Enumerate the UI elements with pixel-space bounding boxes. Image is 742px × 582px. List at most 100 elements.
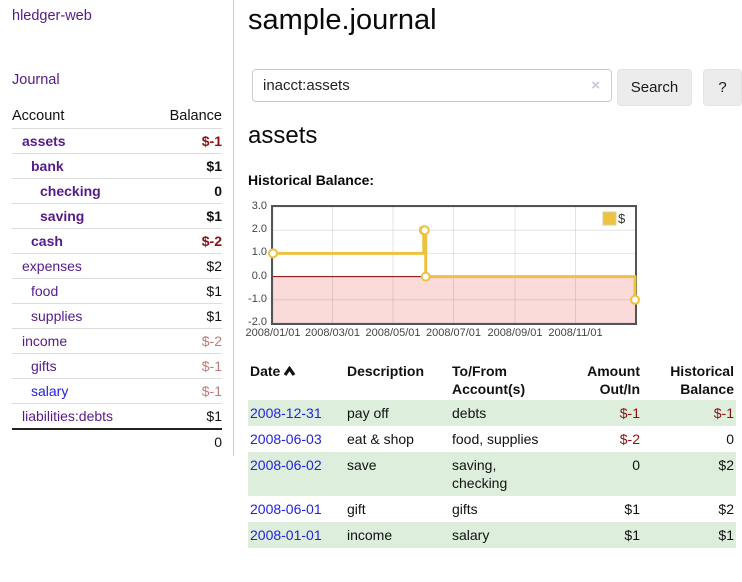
transaction-row[interactable]: 2008-06-02 save saving, checking 0 $2	[248, 452, 736, 496]
y-tick-label: -1.0	[248, 292, 267, 305]
search-form: × Search ?	[252, 69, 742, 106]
sort-ascending-icon	[283, 363, 296, 381]
accounts-col-balance: Balance	[169, 108, 222, 124]
transaction-amount: $1	[624, 527, 640, 543]
account-row: salary $-1	[12, 378, 222, 404]
brand-link[interactable]: hledger-web	[12, 8, 92, 24]
transaction-row[interactable]: 2008-06-01 gift gifts $1 $2	[248, 496, 736, 522]
account-balance: $1	[206, 158, 222, 174]
transaction-description: pay off	[347, 405, 389, 421]
help-button[interactable]: ?	[703, 69, 742, 106]
account-link[interactable]: liabilities:debts	[22, 408, 114, 424]
register-header-row: Date Description To/From Account(s) Amou…	[248, 360, 736, 400]
transaction-accounts: salary	[452, 527, 490, 543]
account-row: gifts $-1	[12, 353, 222, 379]
transaction-balance: $1	[718, 527, 734, 543]
transaction-balance: 0	[726, 431, 734, 447]
y-tick-label: 0.0	[251, 269, 267, 282]
account-link[interactable]: food	[31, 283, 59, 299]
account-balance: $1	[206, 208, 222, 224]
chart-plot-area: $	[268, 205, 640, 325]
chart-title: Historical Balance:	[248, 172, 375, 188]
transaction-accounts: gifts	[452, 501, 478, 517]
account-row: saving $1	[12, 203, 222, 229]
account-balance: $1	[206, 283, 222, 299]
transaction-balance: $2	[718, 501, 734, 517]
x-tick-label: 2008/03/01	[304, 327, 361, 339]
transaction-description: income	[347, 527, 393, 543]
account-balance: $-1	[201, 133, 222, 149]
account-link[interactable]: supplies	[31, 308, 83, 324]
page-title: sample.journal	[248, 4, 437, 36]
transaction-row[interactable]: 2008-12-31 pay off debts $-1 $-1	[248, 400, 736, 426]
search-button[interactable]: Search	[617, 69, 692, 106]
account-balance: $-2	[201, 333, 222, 349]
transaction-description: eat & shop	[347, 431, 414, 447]
chart-x-axis-labels: 2008/01/01 2008/03/01 2008/05/01 2008/07/01…	[245, 327, 635, 341]
sidebar: hledger-web Journal Account Balance asse…	[0, 0, 234, 456]
account-row: assets $-1	[12, 128, 222, 154]
account-balance: $1	[206, 408, 222, 424]
register-col-amount: Amount Out/In	[587, 363, 640, 397]
transaction-date-link[interactable]: 2008-06-01	[250, 501, 322, 517]
transaction-description: gift	[347, 501, 366, 517]
register-table: Date Description To/From Account(s) Amou…	[248, 360, 736, 548]
account-row: checking 0	[12, 178, 222, 204]
transaction-accounts: food, supplies	[452, 431, 539, 447]
transaction-accounts: debts	[452, 405, 487, 421]
account-balance: $2	[206, 258, 222, 274]
transaction-row[interactable]: 2008-01-01 income salary $1 $1	[248, 522, 736, 548]
account-link[interactable]: cash	[31, 233, 63, 249]
y-tick-label: -2.0	[248, 316, 267, 328]
chart-canvas: $	[268, 206, 640, 324]
transaction-row[interactable]: 2008-06-03 eat & shop food, supplies $-2…	[248, 426, 736, 452]
account-row: expenses $2	[12, 253, 222, 279]
account-link[interactable]: gifts	[31, 358, 57, 374]
account-row: income $-2	[12, 328, 222, 354]
clear-search-icon[interactable]: ×	[591, 77, 600, 94]
account-link[interactable]: bank	[31, 158, 64, 174]
register-col-date[interactable]: Date	[248, 360, 345, 400]
search-field-wrap: ×	[252, 69, 612, 102]
y-tick-label: 3.0	[251, 200, 267, 212]
x-tick-label: 2008/07/01	[425, 327, 482, 339]
account-link[interactable]: income	[22, 333, 68, 349]
transaction-date-link[interactable]: 2008-06-03	[250, 431, 322, 447]
account-row: cash $-2	[12, 228, 222, 254]
account-balance: $-1	[201, 358, 222, 374]
transaction-amount: $-1	[619, 405, 640, 421]
accounts-tree: Account Balance assets $-1 bank $1	[12, 104, 222, 454]
y-tick-label: 1.0	[251, 246, 267, 259]
account-row: liabilities:debts $1	[12, 403, 222, 429]
transaction-amount: 0	[632, 457, 640, 473]
register-col-description: Description	[347, 363, 425, 379]
account-balance: 0	[214, 183, 222, 199]
transaction-description: save	[347, 457, 377, 473]
transaction-amount: $1	[624, 501, 640, 517]
transaction-date-link[interactable]: 2008-06-02	[250, 457, 322, 473]
transaction-date-link[interactable]: 2008-12-31	[250, 405, 322, 421]
transaction-date-link[interactable]: 2008-01-01	[250, 527, 322, 543]
account-balance: $-1	[201, 383, 222, 399]
account-row: bank $1	[12, 153, 222, 179]
x-tick-label: 2008/05/01	[365, 327, 421, 339]
y-tick-label: 2.0	[251, 223, 267, 236]
account-link[interactable]: assets	[22, 133, 66, 149]
search-input[interactable]	[252, 69, 612, 102]
transaction-balance: $-1	[713, 405, 734, 421]
register-col-date-label: Date	[250, 363, 281, 379]
account-link[interactable]: checking	[40, 183, 101, 199]
account-row: supplies $1	[12, 303, 222, 329]
balance-chart[interactable]: 3.0 2.0 1.0 0.0 -1.0 -2.0 $ 2008/01/01 2008/03…	[243, 200, 643, 347]
transaction-balance: $2	[718, 457, 734, 473]
sidebar-item-journal[interactable]: Journal	[12, 72, 60, 88]
transaction-amount: $-2	[619, 431, 640, 447]
account-link[interactable]: salary	[31, 383, 69, 399]
transaction-accounts: saving, checking	[452, 457, 508, 491]
x-tick-label: 2008/11/01	[548, 327, 603, 339]
main-panel: sample.journal × Search ? assets Histori…	[245, 0, 742, 548]
account-balance: $1	[206, 308, 222, 324]
account-link[interactable]: saving	[40, 208, 85, 224]
account-link[interactable]: expenses	[22, 258, 82, 274]
